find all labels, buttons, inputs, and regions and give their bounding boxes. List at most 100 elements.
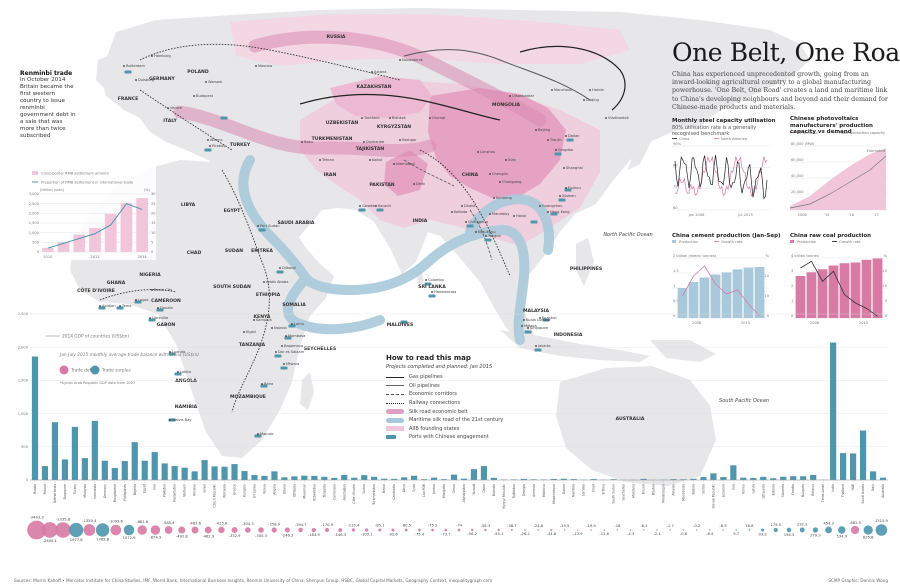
landmass-australia	[556, 366, 716, 486]
gdp-bar	[251, 475, 258, 480]
steel-chart-title: Monthly steel capacity utilisation	[672, 118, 776, 124]
belt-swatch	[386, 409, 404, 415]
rmb-legend-swatch-bar	[32, 171, 38, 175]
renminbi-note-text: In October 2014 Britain became the first…	[20, 77, 76, 139]
country-label: TANZANIA	[239, 342, 266, 348]
country-label: SRI LANKA	[418, 284, 446, 290]
gdp-bar	[510, 479, 517, 480]
trade-balance-label: -13.9	[573, 532, 583, 536]
city-dot	[547, 211, 549, 213]
steel-china-line	[674, 155, 768, 200]
legend-oil-label: Oil pipelines	[409, 382, 440, 389]
coal-bar	[850, 262, 861, 318]
city-dot	[253, 319, 255, 321]
city-label: Tianjin	[549, 138, 562, 142]
gdp-country-label: Slovak Republic	[711, 484, 715, 509]
gdp-country-label: Côte d'Ivoire	[352, 484, 356, 504]
city-dot	[319, 159, 321, 161]
city-label: Lagos	[138, 298, 149, 302]
gdp-bar	[720, 477, 727, 480]
gdp-country-label: Lao PDR	[422, 483, 426, 497]
trade-balance-label: -19.5	[560, 524, 570, 528]
chart-legend-label: North America	[721, 137, 747, 141]
trade-balance-label: -103.1	[361, 533, 373, 537]
rmb-bar	[73, 234, 86, 252]
country-label: SOMALIA	[282, 302, 306, 308]
rmb-ytick-right: 15	[151, 221, 156, 225]
coal-growth-line	[800, 260, 878, 317]
port-icon	[260, 384, 268, 388]
city-dot	[513, 215, 515, 217]
gdp-country-label: Cameroon	[332, 484, 336, 500]
city-dot	[261, 383, 263, 385]
gdp-country-label: Oman	[452, 484, 456, 493]
country-label: SAUDI ARABIA	[278, 220, 315, 226]
city-dot	[489, 213, 491, 215]
gdp-country-label: Eritrea	[602, 484, 606, 494]
trade-deficit-bubble	[457, 528, 461, 532]
trade-deficit-bubble	[656, 529, 658, 531]
gdp-bar	[261, 475, 268, 480]
country-label: GERMANY	[149, 76, 175, 82]
gdp-country-label: Nigeria	[133, 484, 137, 495]
port-icon	[424, 282, 432, 286]
city-dot	[151, 55, 153, 57]
city-label: Tashkent	[363, 116, 380, 120]
landmass-philippines	[576, 238, 594, 286]
gdp-bar	[111, 468, 118, 480]
chart-ytick-right: 0	[767, 314, 770, 318]
maritime-route	[238, 155, 554, 345]
city-dot	[257, 433, 259, 435]
gdp-bar	[41, 466, 49, 480]
trade-deficit-bubble	[271, 527, 277, 533]
city-label: Maputo	[260, 432, 273, 436]
city-label: Bagamoyo	[284, 344, 303, 348]
trade-deficit-bubble	[258, 527, 264, 533]
cement-bar	[699, 277, 710, 318]
footer-sources: Sources: Morris Kahoff • Mercator Instit…	[14, 578, 493, 583]
gdp-country-label: Italy	[871, 484, 875, 491]
country-label: KYRGYZSTAN	[377, 124, 411, 130]
chart-ytick: 0	[673, 314, 676, 318]
gdp-country-label: Myanmar	[302, 483, 306, 498]
gas-pipeline-swatch	[386, 376, 404, 379]
coal-bar	[806, 272, 817, 318]
country-label: TURKMENISTAN	[312, 136, 353, 142]
trade-balance-label: 175.5	[771, 523, 782, 527]
gdp-bar	[181, 467, 188, 480]
rmb-ytick-right: 30	[151, 192, 156, 196]
city-label: Qingdao	[558, 148, 573, 152]
city-dot	[535, 129, 537, 131]
chart-ytick-right: %	[766, 254, 770, 258]
gdp-country-label: Romania	[223, 484, 227, 498]
gdp-bar	[420, 479, 428, 480]
city-dot	[547, 139, 549, 141]
city-dot	[399, 59, 401, 61]
trade-deficit-bubble	[669, 529, 671, 531]
trade-balance-label: -0.8	[680, 532, 688, 536]
gdp-bar	[171, 466, 178, 480]
city-label: Mandalay	[492, 212, 510, 216]
city-dot	[135, 299, 137, 301]
port-icon	[168, 352, 176, 356]
trade-balance-label: 454.3	[823, 522, 834, 526]
ports-layer	[98, 70, 574, 438]
chart-xtick: '17	[873, 213, 879, 217]
rmb-ylabel-right: (%)	[144, 188, 151, 192]
trade-balance-label: -6.1	[640, 524, 647, 528]
city-label: Ulaanbaatar	[512, 94, 535, 98]
ocean-label: North Pacific Ocean	[603, 232, 652, 238]
port-icon	[400, 320, 408, 324]
gdp-bar	[869, 471, 877, 480]
gdp-country-label: Qatar	[482, 483, 486, 492]
port-icon	[358, 208, 366, 212]
city-label: Islamabad	[396, 162, 415, 166]
country-label: PAKISTAN	[369, 182, 394, 188]
city-dot	[271, 327, 273, 329]
map-legend: How to read this map Projects completed …	[386, 354, 516, 442]
gdp-country-label: Vietnam	[183, 484, 187, 497]
railway-swatch	[386, 402, 404, 404]
trade-balance-label: 1315.9	[875, 519, 889, 523]
gdp-bar	[849, 453, 857, 480]
trade-deficit-bubble	[484, 528, 487, 532]
